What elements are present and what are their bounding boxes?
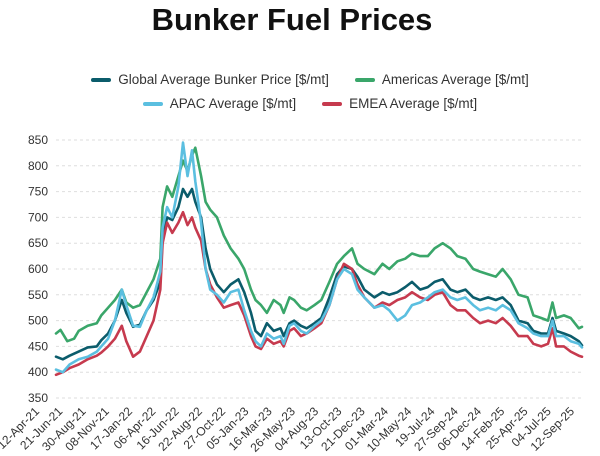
legend-item-americas: Americas Average [$/mt] <box>354 72 529 87</box>
y-axis-tick-labels: 350 400 450 500 550 600 650 700 750 800 850 <box>28 133 48 405</box>
y-tick-label: 750 <box>28 185 48 199</box>
legend-item-apac: APAC Average [$/mt] <box>142 96 297 111</box>
legend-swatch-apac <box>142 101 163 106</box>
y-tick-label: 550 <box>28 288 48 302</box>
legend-label-apac: APAC Average [$/mt] <box>169 96 297 111</box>
legend-row-1: Global Average Bunker Price [$/mt] Ameri… <box>40 72 580 87</box>
legend-row-2: APAC Average [$/mt] EMEA Average [$/mt] <box>40 96 580 111</box>
series-lines <box>54 141 584 377</box>
series-line-global <box>54 187 584 361</box>
y-tick-label: 450 <box>28 339 48 353</box>
legend-swatch-americas <box>354 77 375 82</box>
legend-item-global: Global Average Bunker Price [$/mt] <box>91 72 329 87</box>
x-axis-tick-labels: 12-Apr-2121-Jun-2130-Aug-2108-Nov-2117-J… <box>0 404 577 455</box>
chart-title: Bunker Fuel Prices <box>151 2 433 37</box>
y-tick-label: 400 <box>28 365 48 379</box>
legend-swatch-global <box>91 77 112 82</box>
y-tick-label: 850 <box>28 133 48 147</box>
series-line-apac <box>54 141 584 374</box>
y-tick-label: 500 <box>28 314 48 328</box>
series-line-americas <box>54 146 584 343</box>
legend-label-americas: Americas Average [$/mt] <box>381 72 529 87</box>
legend-label-global: Global Average Bunker Price [$/mt] <box>118 72 329 87</box>
legend-item-emea: EMEA Average [$/mt] <box>322 96 477 111</box>
legend-swatch-emea <box>322 101 343 106</box>
y-tick-label: 600 <box>28 262 48 276</box>
y-tick-label: 350 <box>28 391 48 405</box>
legend-label-emea: EMEA Average [$/mt] <box>349 96 478 111</box>
y-tick-label: 800 <box>28 159 48 173</box>
series-line-emea <box>54 210 584 377</box>
y-tick-label: 650 <box>28 236 48 250</box>
gridlines <box>56 139 582 399</box>
y-tick-label: 700 <box>28 210 48 224</box>
